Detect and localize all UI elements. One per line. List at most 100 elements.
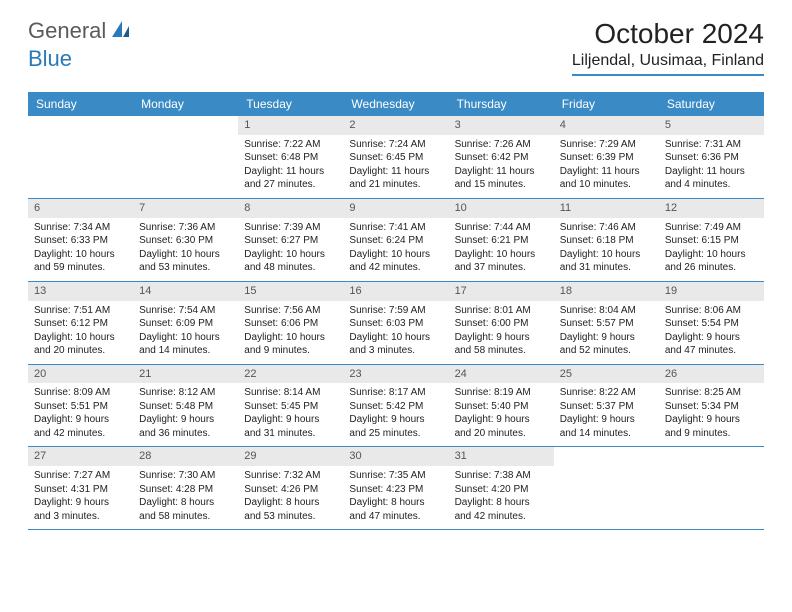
sunrise-text: Sunrise: 7:36 AM xyxy=(139,221,232,235)
sunrise-text: Sunrise: 7:34 AM xyxy=(34,221,127,235)
sunrise-text: Sunrise: 7:24 AM xyxy=(349,138,442,152)
calendar-cell: 19Sunrise: 8:06 AMSunset: 5:54 PMDayligh… xyxy=(659,282,764,364)
day-number: 8 xyxy=(238,199,343,218)
sunrise-text: Sunrise: 7:59 AM xyxy=(349,304,442,318)
sunset-text: Sunset: 6:09 PM xyxy=(139,317,232,331)
calendar-cell: 17Sunrise: 8:01 AMSunset: 6:00 PMDayligh… xyxy=(449,282,554,364)
cell-body: Sunrise: 7:54 AMSunset: 6:09 PMDaylight:… xyxy=(133,301,238,364)
calendar-cell xyxy=(554,447,659,529)
daylight-text: Daylight: 9 hours and 47 minutes. xyxy=(665,331,758,358)
daylight-text: Daylight: 11 hours and 10 minutes. xyxy=(560,165,653,192)
cell-body: Sunrise: 8:17 AMSunset: 5:42 PMDaylight:… xyxy=(343,383,448,446)
calendar-cell: 11Sunrise: 7:46 AMSunset: 6:18 PMDayligh… xyxy=(554,199,659,281)
calendar-cell: 3Sunrise: 7:26 AMSunset: 6:42 PMDaylight… xyxy=(449,116,554,198)
daylight-text: Daylight: 9 hours and 52 minutes. xyxy=(560,331,653,358)
day-number: 10 xyxy=(449,199,554,218)
sunrise-text: Sunrise: 7:56 AM xyxy=(244,304,337,318)
sunset-text: Sunset: 4:23 PM xyxy=(349,483,442,497)
daylight-text: Daylight: 10 hours and 31 minutes. xyxy=(560,248,653,275)
calendar-cell: 18Sunrise: 8:04 AMSunset: 5:57 PMDayligh… xyxy=(554,282,659,364)
sunset-text: Sunset: 5:40 PM xyxy=(455,400,548,414)
logo: General xyxy=(28,18,133,44)
sunrise-text: Sunrise: 8:14 AM xyxy=(244,386,337,400)
sunrise-text: Sunrise: 7:38 AM xyxy=(455,469,548,483)
daylight-text: Daylight: 9 hours and 42 minutes. xyxy=(34,413,127,440)
calendar-cell: 30Sunrise: 7:35 AMSunset: 4:23 PMDayligh… xyxy=(343,447,448,529)
cell-body: Sunrise: 8:04 AMSunset: 5:57 PMDaylight:… xyxy=(554,301,659,364)
day-number: 29 xyxy=(238,447,343,466)
daylight-text: Daylight: 9 hours and 58 minutes. xyxy=(455,331,548,358)
sunrise-text: Sunrise: 7:35 AM xyxy=(349,469,442,483)
cell-body: Sunrise: 7:27 AMSunset: 4:31 PMDaylight:… xyxy=(28,466,133,529)
cell-body: Sunrise: 7:59 AMSunset: 6:03 PMDaylight:… xyxy=(343,301,448,364)
calendar-cell: 15Sunrise: 7:56 AMSunset: 6:06 PMDayligh… xyxy=(238,282,343,364)
day-number: 16 xyxy=(343,282,448,301)
sunset-text: Sunset: 5:48 PM xyxy=(139,400,232,414)
sunset-text: Sunset: 6:27 PM xyxy=(244,234,337,248)
sunset-text: Sunset: 6:18 PM xyxy=(560,234,653,248)
sunrise-text: Sunrise: 7:31 AM xyxy=(665,138,758,152)
day-number: 21 xyxy=(133,365,238,384)
daylight-text: Daylight: 9 hours and 20 minutes. xyxy=(455,413,548,440)
sunrise-text: Sunrise: 8:04 AM xyxy=(560,304,653,318)
calendar-cell xyxy=(133,116,238,198)
day-number: 28 xyxy=(133,447,238,466)
title-block: October 2024 Liljendal, Uusimaa, Finland xyxy=(572,18,764,76)
daylight-text: Daylight: 10 hours and 9 minutes. xyxy=(244,331,337,358)
daylight-text: Daylight: 11 hours and 27 minutes. xyxy=(244,165,337,192)
sunrise-text: Sunrise: 7:41 AM xyxy=(349,221,442,235)
cell-body: Sunrise: 7:41 AMSunset: 6:24 PMDaylight:… xyxy=(343,218,448,281)
day-number: 3 xyxy=(449,116,554,135)
sunrise-text: Sunrise: 7:54 AM xyxy=(139,304,232,318)
calendar-cell: 13Sunrise: 7:51 AMSunset: 6:12 PMDayligh… xyxy=(28,282,133,364)
daylight-text: Daylight: 8 hours and 42 minutes. xyxy=(455,496,548,523)
sunset-text: Sunset: 6:33 PM xyxy=(34,234,127,248)
day-number: 5 xyxy=(659,116,764,135)
calendar-cell: 24Sunrise: 8:19 AMSunset: 5:40 PMDayligh… xyxy=(449,365,554,447)
cell-body: Sunrise: 7:22 AMSunset: 6:48 PMDaylight:… xyxy=(238,135,343,198)
cell-body: Sunrise: 7:44 AMSunset: 6:21 PMDaylight:… xyxy=(449,218,554,281)
sunrise-text: Sunrise: 7:49 AM xyxy=(665,221,758,235)
sunset-text: Sunset: 6:48 PM xyxy=(244,151,337,165)
sunset-text: Sunset: 6:00 PM xyxy=(455,317,548,331)
calendar-cell: 4Sunrise: 7:29 AMSunset: 6:39 PMDaylight… xyxy=(554,116,659,198)
sunset-text: Sunset: 5:37 PM xyxy=(560,400,653,414)
sunrise-text: Sunrise: 7:29 AM xyxy=(560,138,653,152)
day-number: 12 xyxy=(659,199,764,218)
day-header-tuesday: Tuesday xyxy=(238,92,343,116)
sunrise-text: Sunrise: 7:44 AM xyxy=(455,221,548,235)
day-number: 31 xyxy=(449,447,554,466)
day-header-sunday: Sunday xyxy=(28,92,133,116)
daylight-text: Daylight: 11 hours and 4 minutes. xyxy=(665,165,758,192)
day-header-monday: Monday xyxy=(133,92,238,116)
sunset-text: Sunset: 6:06 PM xyxy=(244,317,337,331)
sunset-text: Sunset: 5:54 PM xyxy=(665,317,758,331)
daylight-text: Daylight: 10 hours and 42 minutes. xyxy=(349,248,442,275)
daylight-text: Daylight: 10 hours and 59 minutes. xyxy=(34,248,127,275)
day-number: 19 xyxy=(659,282,764,301)
logo-text-general: General xyxy=(28,18,106,44)
cell-body: Sunrise: 7:32 AMSunset: 4:26 PMDaylight:… xyxy=(238,466,343,529)
sunrise-text: Sunrise: 8:17 AM xyxy=(349,386,442,400)
sunset-text: Sunset: 6:24 PM xyxy=(349,234,442,248)
week-row: 27Sunrise: 7:27 AMSunset: 4:31 PMDayligh… xyxy=(28,447,764,530)
day-number: 20 xyxy=(28,365,133,384)
sunrise-text: Sunrise: 7:30 AM xyxy=(139,469,232,483)
day-number: 17 xyxy=(449,282,554,301)
cell-body: Sunrise: 7:30 AMSunset: 4:28 PMDaylight:… xyxy=(133,466,238,529)
calendar-cell: 28Sunrise: 7:30 AMSunset: 4:28 PMDayligh… xyxy=(133,447,238,529)
cell-body: Sunrise: 8:09 AMSunset: 5:51 PMDaylight:… xyxy=(28,383,133,446)
cell-body: Sunrise: 7:49 AMSunset: 6:15 PMDaylight:… xyxy=(659,218,764,281)
sunrise-text: Sunrise: 7:39 AM xyxy=(244,221,337,235)
day-number: 18 xyxy=(554,282,659,301)
sunrise-text: Sunrise: 8:12 AM xyxy=(139,386,232,400)
calendar-cell: 6Sunrise: 7:34 AMSunset: 6:33 PMDaylight… xyxy=(28,199,133,281)
sunrise-text: Sunrise: 7:27 AM xyxy=(34,469,127,483)
day-number: 14 xyxy=(133,282,238,301)
week-row: 1Sunrise: 7:22 AMSunset: 6:48 PMDaylight… xyxy=(28,116,764,199)
daylight-text: Daylight: 8 hours and 47 minutes. xyxy=(349,496,442,523)
sunset-text: Sunset: 6:36 PM xyxy=(665,151,758,165)
cell-body: Sunrise: 7:31 AMSunset: 6:36 PMDaylight:… xyxy=(659,135,764,198)
location: Liljendal, Uusimaa, Finland xyxy=(572,52,764,76)
daylight-text: Daylight: 11 hours and 21 minutes. xyxy=(349,165,442,192)
